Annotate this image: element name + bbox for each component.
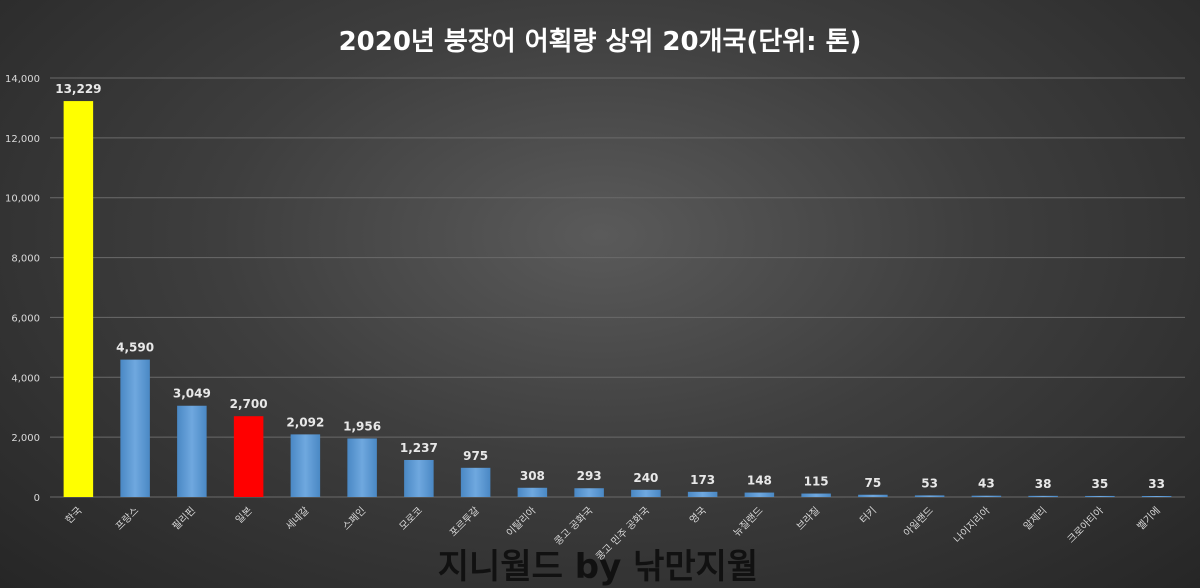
bar: [233, 416, 264, 497]
data-label: 75: [865, 476, 882, 490]
data-label: 53: [921, 476, 938, 490]
data-label: 13,229: [55, 82, 101, 96]
chart-title: 2020년 붕장어 어획량 상위 20개국(단위: 톤): [339, 27, 862, 57]
bar: [347, 438, 377, 497]
bar: [517, 487, 548, 497]
bar: [1141, 496, 1172, 497]
x-tick-label: 영국: [687, 505, 709, 527]
bar: [1085, 495, 1115, 497]
x-tick-label: 이탈리아: [503, 504, 538, 539]
bar: [404, 459, 434, 497]
data-label: 115: [804, 475, 829, 489]
x-tick-label: 알제리: [1021, 505, 1049, 533]
data-label: 1,956: [343, 419, 381, 433]
bar: [460, 467, 491, 497]
x-tick-label: 나이지리아: [951, 505, 992, 546]
gridlines: [50, 77, 1185, 498]
y-axis: 0 2,000 4,000 6,000 8,000 10,000 12,000 14,000: [5, 74, 40, 504]
data-label: 3,049: [173, 387, 211, 401]
bar: [631, 489, 661, 497]
data-label: 33: [1148, 477, 1165, 491]
bar: [120, 359, 150, 497]
data-label: 293: [577, 469, 602, 483]
y-tick-label: 10,000: [5, 194, 40, 205]
data-label: 975: [463, 449, 488, 463]
data-label: 1,237: [400, 441, 438, 455]
bar: [801, 493, 831, 497]
data-label: 308: [520, 469, 545, 483]
bar: [687, 491, 718, 497]
bar: [574, 488, 604, 497]
y-tick-label: 12,000: [5, 134, 40, 145]
data-label: 173: [690, 473, 715, 487]
y-tick-label: 4,000: [11, 373, 40, 384]
bar: [177, 405, 207, 497]
bar: [744, 492, 775, 497]
x-tick-label: 콩고 공화국: [552, 505, 595, 548]
x-tick-label: 포르투갈: [447, 504, 482, 539]
data-label: 38: [1035, 477, 1052, 491]
y-tick-label: 8,000: [11, 254, 40, 265]
bar: [63, 101, 94, 498]
bars: [63, 101, 1172, 498]
y-tick-label: 14,000: [5, 74, 40, 85]
x-tick-label: 모로코: [398, 505, 425, 532]
data-label: 2,092: [286, 415, 324, 429]
bar: [971, 495, 1002, 497]
x-tick-label: 크로아티아: [1065, 505, 1106, 546]
data-labels: 13,229 4,590 3,049 2,700 2,092 1,956 1,237 975 3…: [55, 82, 1165, 491]
y-tick-label: 2,000: [11, 433, 40, 444]
x-tick-label: 프랑스: [113, 505, 141, 533]
data-label: 4,590: [116, 341, 154, 355]
x-tick-label: 필리핀: [170, 505, 198, 533]
x-tick-label: 뉴질랜드: [731, 505, 766, 540]
x-tick-label: 일본: [233, 505, 255, 527]
bar: [1028, 495, 1058, 497]
bar: [290, 434, 321, 497]
y-tick-label: 6,000: [11, 313, 40, 324]
bar: [914, 495, 945, 497]
x-tick-label: 한국: [63, 505, 85, 527]
x-tick-label: 아일랜드: [901, 505, 936, 540]
data-label: 43: [978, 477, 995, 491]
data-label: 148: [747, 474, 772, 488]
data-label: 35: [1092, 477, 1109, 491]
data-label: 2,700: [230, 397, 268, 411]
x-tick-label: 세네갈: [283, 504, 312, 533]
x-tick-label: 터키: [857, 505, 879, 527]
data-label: 240: [633, 471, 658, 485]
x-tick-label: 스페인: [340, 505, 368, 533]
bar: [858, 494, 888, 497]
x-tick-label: 벨기에: [1135, 505, 1163, 533]
x-tick-label: 브라질: [794, 505, 822, 533]
y-tick-label: 0: [34, 493, 40, 504]
watermark: 지니월드 by 낚만지월: [438, 547, 758, 587]
